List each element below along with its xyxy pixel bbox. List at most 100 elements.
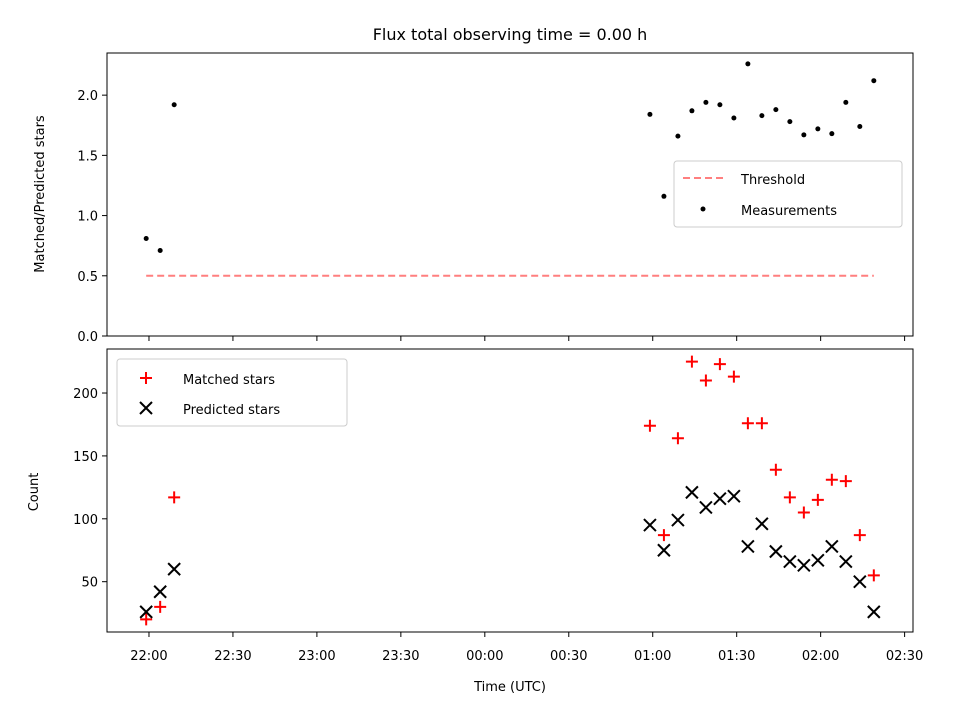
ratio-axis-ticks: 0.0 0.5 1.0 1.5 2.0 bbox=[77, 89, 906, 345]
count-panel-frame bbox=[106, 348, 914, 633]
predicted-star-marker bbox=[783, 554, 797, 569]
x-tick-label: 01:30 bbox=[718, 649, 755, 664]
matched-star-marker bbox=[755, 417, 768, 430]
predicted-star-marker bbox=[713, 491, 727, 506]
ratio-y-axis-label: Matched/Predicted stars bbox=[33, 115, 48, 273]
legend-matched-swatch bbox=[140, 372, 152, 384]
x-tick-label: 23:30 bbox=[382, 649, 419, 664]
x-tick-label: 02:30 bbox=[886, 649, 923, 664]
x-axis-label: Time (UTC) bbox=[473, 680, 546, 695]
ratio-y-tick-label: 0.0 bbox=[77, 330, 98, 345]
matched-star-marker bbox=[685, 355, 698, 368]
count-y-axis-label: Count bbox=[27, 473, 42, 512]
count-y-tick-label: 200 bbox=[73, 387, 98, 402]
count-series bbox=[139, 355, 881, 626]
count-legend-box bbox=[116, 358, 348, 427]
predicted-star-marker bbox=[825, 539, 839, 554]
matched-star-marker bbox=[853, 529, 866, 542]
predicted-star-marker bbox=[839, 554, 853, 569]
matched-star-marker bbox=[783, 491, 796, 504]
matched-star-marker bbox=[797, 506, 810, 519]
predicted-star-marker bbox=[769, 544, 783, 559]
measurement-point bbox=[815, 126, 821, 132]
x-tick-label: 00:00 bbox=[466, 649, 503, 664]
predicted-star-marker bbox=[167, 562, 181, 576]
legend-predicted-swatch bbox=[139, 401, 153, 415]
count-y-tick-label: 100 bbox=[73, 513, 98, 528]
measurement-point bbox=[157, 247, 163, 253]
legend-matched-label: Matched stars bbox=[183, 373, 275, 388]
matched-star-marker bbox=[657, 529, 670, 542]
matched-star-marker bbox=[811, 493, 824, 506]
measurement-point bbox=[171, 102, 177, 108]
measurement-point bbox=[689, 108, 695, 114]
count-y-tick-label: 50 bbox=[81, 576, 98, 591]
measurement-point bbox=[857, 123, 863, 129]
measurement-point bbox=[871, 78, 877, 84]
ratio-legend: Threshold Measurements bbox=[673, 160, 903, 228]
matched-star-marker bbox=[769, 463, 782, 476]
predicted-star-marker bbox=[139, 605, 153, 619]
predicted-star-marker bbox=[153, 585, 167, 599]
predicted-star-marker bbox=[699, 500, 713, 515]
measurement-point bbox=[759, 113, 765, 119]
ratio-y-tick-label: 0.5 bbox=[77, 270, 98, 285]
legend-measurements-label: Measurements bbox=[741, 204, 837, 219]
matched-star-marker bbox=[699, 374, 712, 387]
count-panel: 50 100 150 200 22:00 22:30 23:00 23:30 00:00 00:3… bbox=[27, 348, 923, 695]
predicted-star-marker bbox=[755, 517, 769, 531]
ratio-panel: Flux total observing time = 0.00 h 0.0 0.… bbox=[33, 25, 914, 345]
matched-star-marker bbox=[839, 475, 852, 488]
measurement-point bbox=[661, 193, 667, 199]
x-tick-label: 22:30 bbox=[214, 649, 251, 664]
predicted-star-marker bbox=[657, 543, 671, 557]
ratio-y-tick-label: 1.5 bbox=[77, 149, 98, 164]
measurement-point bbox=[745, 61, 751, 67]
x-tick-label: 00:30 bbox=[550, 649, 587, 664]
matched-star-marker bbox=[825, 473, 838, 486]
predicted-star-marker bbox=[853, 574, 867, 589]
measurement-point bbox=[647, 111, 653, 117]
matched-star-marker bbox=[643, 419, 656, 432]
measurement-point bbox=[843, 99, 849, 105]
measurement-point bbox=[801, 132, 807, 138]
matched-star-marker bbox=[713, 358, 726, 371]
count-axis-ticks: 50 100 150 200 22:00 22:30 23:00 23:30 00:00 00:3… bbox=[73, 387, 923, 664]
count-legend: Matched stars Predicted stars bbox=[116, 358, 348, 427]
predicted-star-marker bbox=[741, 539, 755, 554]
x-tick-label: 01:00 bbox=[634, 649, 671, 664]
predicted-star-marker bbox=[727, 489, 741, 503]
matched-star-marker bbox=[867, 569, 880, 582]
measurement-point bbox=[143, 235, 149, 241]
ratio-series bbox=[143, 61, 877, 277]
ratio-panel-frame bbox=[106, 52, 914, 337]
x-tick-label: 23:00 bbox=[298, 649, 335, 664]
count-y-tick-label: 150 bbox=[73, 450, 98, 465]
chart-title: Flux total observing time = 0.00 h bbox=[373, 25, 648, 44]
ratio-legend-box bbox=[673, 160, 903, 228]
matched-star-marker bbox=[154, 600, 167, 613]
matched-star-marker bbox=[741, 417, 754, 430]
predicted-star-marker bbox=[867, 605, 881, 619]
ratio-y-tick-label: 2.0 bbox=[77, 89, 98, 104]
legend-predicted-label: Predicted stars bbox=[183, 403, 280, 418]
predicted-star-marker bbox=[643, 518, 657, 532]
predicted-star-marker bbox=[671, 513, 685, 527]
measurement-point bbox=[717, 102, 723, 108]
measurement-point bbox=[731, 115, 737, 121]
matched-star-marker bbox=[727, 370, 740, 383]
matched-star-marker bbox=[140, 613, 153, 626]
measurement-point bbox=[829, 131, 835, 137]
x-tick-label: 22:00 bbox=[130, 649, 167, 664]
measurement-point bbox=[703, 99, 709, 105]
measurement-point bbox=[773, 107, 779, 113]
matched-star-marker bbox=[671, 432, 684, 445]
measurement-point bbox=[675, 133, 681, 139]
legend-threshold-label: Threshold bbox=[740, 173, 805, 188]
predicted-star-marker bbox=[811, 553, 825, 568]
predicted-star-marker bbox=[685, 485, 699, 500]
measurement-point bbox=[787, 119, 793, 125]
predicted-star-marker bbox=[797, 558, 811, 573]
legend-measurements-swatch bbox=[700, 206, 706, 212]
